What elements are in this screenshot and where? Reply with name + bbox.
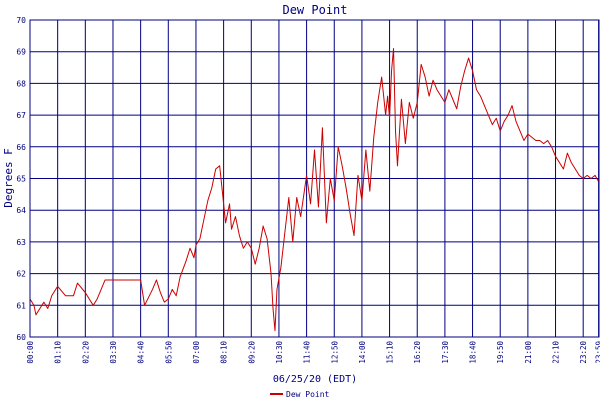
x-tick-label: 23:20 [579, 341, 588, 364]
x-axis-label: 06/25/20 (EDT) [273, 374, 357, 385]
x-tick-label: 08:10 [220, 341, 229, 364]
y-tick-label: 64 [16, 206, 26, 215]
y-tick-label: 60 [16, 333, 26, 342]
y-tick-label: 69 [16, 48, 26, 57]
y-tick-label: 70 [16, 16, 26, 25]
plot-frame [29, 19, 600, 338]
x-tick-label: 11:40 [303, 341, 312, 364]
x-tick-label: 16:20 [413, 341, 422, 364]
x-tick-label: 21:00 [524, 341, 533, 364]
x-tick-label: 22:10 [552, 341, 561, 364]
x-tick-label: 23:59 [595, 341, 600, 364]
x-tick-label: 18:40 [469, 341, 478, 364]
x-tick-label: 19:50 [496, 341, 505, 364]
y-tick-label: 65 [16, 175, 26, 184]
legend: Dew Point [270, 390, 330, 399]
x-tick-label: 05:50 [164, 341, 173, 364]
y-tick-label: 63 [16, 238, 26, 247]
y-tick-labels: 60 61 62 63 64 65 66 67 68 69 70 [16, 16, 26, 342]
x-tick-label: 04:40 [137, 341, 146, 364]
legend-label: Dew Point [286, 390, 330, 399]
y-tick-label: 66 [16, 143, 26, 152]
y-axis-label: Degrees F [2, 148, 15, 208]
x-tick-label: 12:50 [330, 341, 339, 364]
y-tick-label: 62 [16, 270, 26, 279]
y-tick-label: 61 [16, 301, 26, 310]
x-tick-label: 09:20 [247, 341, 256, 364]
x-tick-label: 17:30 [441, 341, 450, 364]
y-tick-label: 68 [16, 79, 26, 88]
grid [29, 19, 600, 338]
x-tick-labels: 00:00 01:10 02:20 03:30 04:40 05:50 07:00 08:10… [26, 341, 600, 364]
x-tick-label: 07:00 [192, 341, 201, 364]
x-tick-label: 00:00 [26, 341, 35, 364]
y-tick-label: 67 [16, 111, 26, 120]
x-tick-label: 02:20 [81, 341, 90, 364]
chart-title: Dew Point [282, 3, 347, 17]
x-tick-label: 01:10 [54, 341, 63, 364]
dew-point-series-line [29, 48, 600, 332]
x-tick-label: 14:00 [358, 341, 367, 364]
x-tick-label: 15:10 [386, 341, 395, 364]
series-layer [29, 48, 600, 332]
x-tick-label: 03:30 [109, 341, 118, 364]
x-tick-label: 10:30 [275, 341, 284, 364]
